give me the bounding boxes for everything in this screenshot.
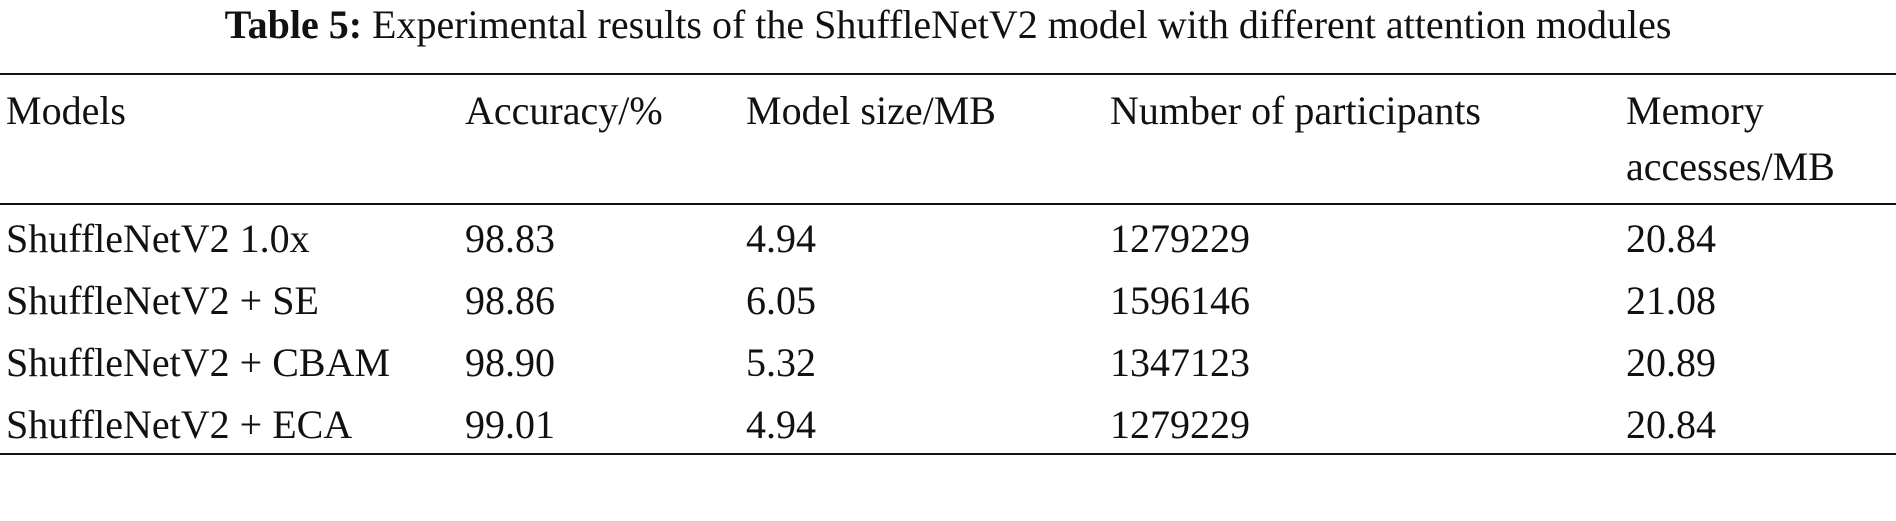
table-cell: 20.84 xyxy=(1626,216,1716,261)
table-cell: 98.83 xyxy=(465,216,555,261)
caption: Table 5: Experimental results of the Shuf… xyxy=(0,0,1896,50)
column-header: Memory accesses/MB xyxy=(1626,88,1835,189)
table-row: ShuffleNetV2 + ECA 99.01 4.94 1279229 20.84 xyxy=(0,391,1896,454)
table-cell: 1279229 xyxy=(1110,402,1250,447)
table-cell: ShuffleNetV2 + CBAM xyxy=(6,340,391,385)
table-cell: 5.32 xyxy=(746,340,816,385)
column-header: Number of participants xyxy=(1110,88,1481,133)
column-header: Model size/MB xyxy=(746,88,996,133)
caption-text: Experimental results of the ShuffleNetV2… xyxy=(372,2,1672,47)
table-cell: ShuffleNetV2 + ECA xyxy=(6,402,353,447)
table-cell: 1596146 xyxy=(1110,278,1250,323)
table-cell: 99.01 xyxy=(465,402,555,447)
table-cell: 21.08 xyxy=(1626,278,1716,323)
column-header: Accuracy/% xyxy=(465,88,663,133)
table-row: ShuffleNetV2 1.0x 98.83 4.94 1279229 20.84 xyxy=(0,204,1896,267)
table-cell: ShuffleNetV2 + SE xyxy=(6,278,319,323)
table-body: ShuffleNetV2 1.0x 98.83 4.94 1279229 20.84 Sh… xyxy=(0,204,1896,454)
caption-label: Table 5: xyxy=(224,2,363,47)
table-cell: 4.94 xyxy=(746,402,816,447)
header-row: Models Accuracy/% Model size/MB Number of p… xyxy=(0,74,1896,204)
table-cell: 20.84 xyxy=(1626,402,1716,447)
table-cell: 20.89 xyxy=(1626,340,1716,385)
table-cell: 6.05 xyxy=(746,278,816,323)
table-row: ShuffleNetV2 + CBAM 98.90 5.32 1347123 20.89 xyxy=(0,329,1896,391)
table-cell: 4.94 xyxy=(746,216,816,261)
column-header: Models xyxy=(6,88,126,133)
table-cell: 1347123 xyxy=(1110,340,1250,385)
table-row: ShuffleNetV2 + SE 98.86 6.05 1596146 21.08 xyxy=(0,267,1896,329)
table-cell: 1279229 xyxy=(1110,216,1250,261)
table-cell: ShuffleNetV2 1.0x xyxy=(6,216,310,261)
table-cell: 98.86 xyxy=(465,278,555,323)
results-table: Models Accuracy/% Model size/MB Number of p… xyxy=(0,73,1896,455)
table-header: Models Accuracy/% Model size/MB Number of p… xyxy=(0,74,1896,204)
table-cell: 98.90 xyxy=(465,340,555,385)
